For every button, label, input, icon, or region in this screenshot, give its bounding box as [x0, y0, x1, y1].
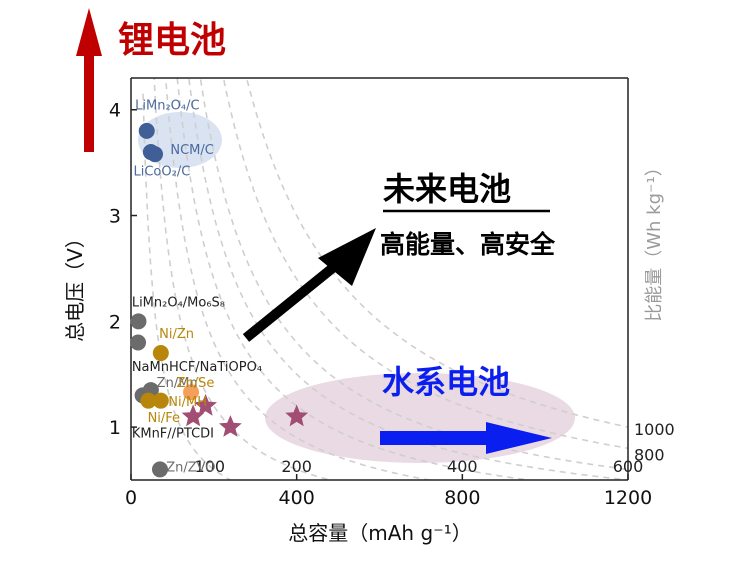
lithium-arrow-shaft	[84, 52, 94, 152]
point-label-9: Ni/Fe	[148, 411, 180, 426]
iso-label-800: 800	[634, 445, 665, 464]
point-label-6: Zn/Mn	[157, 376, 198, 391]
aqueous-future-point-2	[219, 415, 242, 437]
point-label-3: LiMn₂O₄/Mo₆S₈	[132, 296, 225, 311]
aqueous-arrow	[380, 422, 552, 454]
axes	[130, 77, 629, 481]
point-label-1: NCM/C	[170, 143, 213, 158]
gold-point-1	[140, 392, 157, 409]
lithium-arrow	[76, 8, 102, 152]
aqueous-title: 水系电池	[382, 363, 510, 401]
iso-label-100: 100	[195, 457, 226, 476]
grey-point-1	[130, 334, 147, 351]
gold-point-2	[152, 392, 169, 409]
future-arrow-shaft	[242, 258, 344, 342]
iso-label-200: 200	[281, 457, 312, 476]
iso-energy-lines	[142, 78, 628, 480]
lithium-point-0	[138, 122, 155, 139]
point-labels: LiMn₂O₄/C NCM/C LiCoO₂/C LiMn₂O₄/Mo₆S₈ Ni/Zn…	[132, 99, 262, 476]
iso-label-400: 400	[447, 457, 478, 476]
x-tick-label-1200: 1200	[604, 487, 652, 509]
aqueous-future-point-0	[181, 404, 205, 427]
iso-line-600	[199, 78, 628, 471]
point-label-8: Ni/MH	[168, 395, 207, 410]
future-arrow-head	[318, 228, 376, 286]
y-tick-label-3: 3	[109, 206, 121, 228]
point-label-10: KMnF//PTCDI	[132, 427, 214, 442]
aqueous-future-point-3	[285, 404, 309, 427]
x-ticks: 0 400 800 1200	[125, 474, 652, 509]
orange-point-0	[183, 384, 200, 401]
x-tick-label-400: 400	[279, 487, 315, 509]
point-label-11: Zn/ZVO	[166, 461, 215, 476]
lithium-arrow-head	[76, 8, 102, 56]
y-tick-label-1: 1	[109, 417, 121, 439]
data-points	[130, 122, 309, 478]
x-tick-label-800: 800	[444, 487, 480, 509]
y-tick-label-4: 4	[109, 100, 121, 122]
y-axis-title: 总电压（V）	[63, 228, 87, 342]
future-title: 未来电池	[383, 170, 511, 208]
y-tick-label-2: 2	[109, 311, 121, 333]
point-label-5: NaMnHCF/NaTiOPO₄	[132, 360, 262, 375]
future-arrow	[242, 228, 376, 342]
point-label-2: LiCoO₂/C	[133, 164, 190, 179]
aqueous-arrow-shaft	[380, 431, 490, 445]
iso-line-500	[188, 78, 628, 480]
grey-point-0	[130, 313, 147, 330]
x-axis-title: 总容量（mAh g⁻¹）	[288, 521, 471, 545]
future-subtitle: 高能量、高安全	[380, 230, 556, 259]
iso-line-1000	[245, 78, 628, 428]
point-label-4: Ni/Zn	[159, 327, 194, 342]
aqueous-future-point-1	[194, 393, 217, 416]
aqueous-arrow-head	[486, 422, 552, 454]
y-ticks: 1 2 3 4	[109, 100, 137, 439]
point-label-7: Zn/Se	[177, 376, 215, 391]
grey-point-4	[151, 461, 168, 478]
x-tick-label-0: 0	[125, 487, 137, 509]
point-label-0: LiMn₂O₄/C	[135, 99, 199, 114]
iso-line-300	[164, 78, 434, 480]
y2-axis-title: 比能量（Wh kg⁻¹）	[644, 158, 665, 322]
iso-line-400	[176, 78, 535, 480]
gold-point-0	[152, 345, 169, 362]
iso-label-1000: 1000	[634, 420, 675, 439]
lithium-title: 锂电池	[118, 20, 226, 61]
lithium-point-2	[147, 146, 164, 163]
